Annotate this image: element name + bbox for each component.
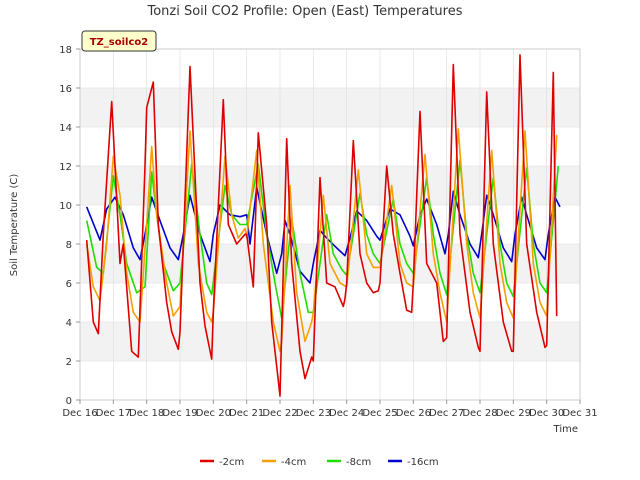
legend-label: -16cm xyxy=(407,457,439,468)
series-layer xyxy=(85,54,561,397)
y-tick-label: 4 xyxy=(66,318,72,329)
legend: -2cm -4cm -8cm -16cm xyxy=(200,457,439,468)
legend-label: -4cm xyxy=(281,457,306,468)
chart-title: Tonzi Soil CO2 Profile: Open (East) Temp… xyxy=(146,4,462,19)
legend-label: -2cm xyxy=(219,457,244,468)
x-tick-label: Dec 23 xyxy=(296,408,331,419)
x-tick-label: Dec 17 xyxy=(96,408,131,419)
x-tick-label: Dec 29 xyxy=(496,408,531,419)
x-tick-label: Dec 26 xyxy=(396,408,431,419)
y-tick-label: 10 xyxy=(59,201,72,212)
x-tick-label: Dec 20 xyxy=(196,408,231,419)
dataset-badge-label: TZ_soilco2 xyxy=(90,37,149,48)
x-tick-label: Dec 27 xyxy=(429,408,464,419)
x-tick-label: Dec 31 xyxy=(562,408,597,419)
y-tick-label: 16 xyxy=(59,84,72,95)
x-tick-label: Dec 25 xyxy=(362,408,397,419)
band xyxy=(80,322,580,361)
x-tick-label: Dec 28 xyxy=(462,408,497,419)
series-line-minus-2cm xyxy=(85,54,558,397)
y-tick-label: 0 xyxy=(66,396,72,407)
series-line-minus-4cm xyxy=(85,128,558,353)
x-tick-label: Dec 24 xyxy=(329,408,364,419)
dataset-badge: TZ_soilco2 xyxy=(81,30,157,52)
x-tick-label: Dec 30 xyxy=(529,408,564,419)
y-tick-label: 6 xyxy=(66,279,72,290)
x-axis-label: Time xyxy=(553,424,578,435)
plot-area-frame xyxy=(79,48,581,401)
y-tick-label: 2 xyxy=(66,357,72,368)
x-tick-label: Dec 21 xyxy=(229,408,264,419)
legend-label: -8cm xyxy=(346,457,371,468)
dataset-badge-box xyxy=(81,30,157,52)
band xyxy=(80,166,580,205)
y-tick-label: 18 xyxy=(59,45,72,56)
y-axis-label: Soil Temperature (C) xyxy=(9,174,20,277)
y-tick-label: 12 xyxy=(59,162,72,173)
x-tick-label: Dec 16 xyxy=(62,408,97,419)
y-tick-label: 8 xyxy=(66,240,72,251)
x-tick-label: Dec 18 xyxy=(129,408,164,419)
x-tick-label: Dec 22 xyxy=(262,408,297,419)
y-tick-label: 14 xyxy=(59,123,72,134)
y-axis-ticks: 0 2 4 6 8 10 12 14 16 18 xyxy=(59,45,80,407)
band xyxy=(80,88,580,127)
x-tick-label: Dec 19 xyxy=(162,408,197,419)
